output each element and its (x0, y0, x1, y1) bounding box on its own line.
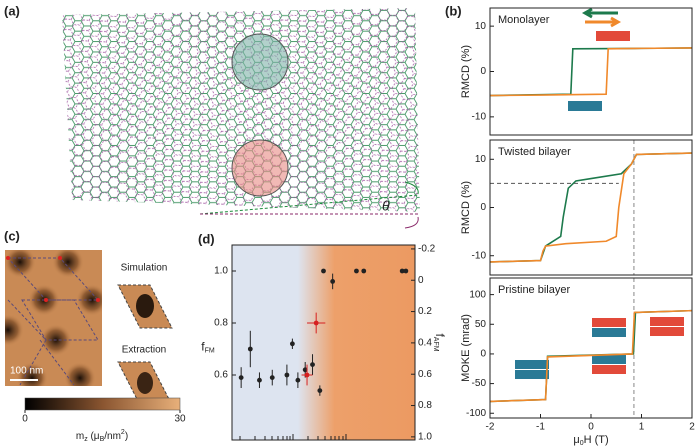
y2-tick-label: 0.2 (418, 306, 432, 317)
y-tick-label: 0 (480, 349, 486, 360)
y2-tick-label: -0.2 (418, 244, 436, 255)
data-point (313, 320, 319, 326)
data-point (284, 372, 290, 378)
y2-tick-label: 0.8 (418, 400, 432, 411)
x-tick-label: 0 (588, 422, 594, 433)
chart-title: Twisted bilayer (498, 146, 571, 158)
y-tick-label: 50 (475, 319, 487, 330)
y-axis-label-part: FM (205, 348, 215, 355)
y-tick-label: -100 (466, 408, 486, 419)
plot-frame (489, 277, 693, 419)
plot-frame (489, 139, 693, 276)
y2-tick-label: 0.4 (418, 338, 432, 349)
x-axis-label-part: H (T) (584, 434, 609, 446)
extraction-label: Extraction (122, 345, 166, 356)
spin-cartoons (515, 7, 684, 379)
data-point (257, 377, 262, 383)
panel-label: (b) (445, 3, 462, 18)
data-point (247, 346, 253, 352)
phase-background (232, 245, 415, 440)
y-tick-label: 100 (469, 289, 486, 300)
x-axis-label: μ0H (T) (573, 434, 608, 447)
chart-title: Monolayer (498, 14, 550, 26)
plot-frame (489, 7, 693, 136)
minor-x-ticks (239, 434, 347, 440)
data-point (321, 268, 326, 274)
colorbar-label-part: ) (125, 431, 128, 442)
magnetization-image (5, 250, 181, 411)
y2-axis-label: fAFM (432, 333, 447, 351)
y-tick-label: -10 (472, 111, 487, 122)
colorbar-tick-label: 30 (174, 414, 186, 425)
x-tick-label: -1 (536, 422, 545, 433)
y-tick-label: -10 (472, 250, 487, 261)
colorbar-label-part: m (76, 431, 84, 442)
data-line (489, 152, 693, 263)
y2-tick-label: 0.6 (418, 369, 432, 380)
y-axis-label-part: f (201, 340, 205, 354)
angle-label: θ (382, 198, 390, 214)
data-point (403, 268, 409, 274)
colorbar-label-part: B (100, 436, 105, 443)
y-axis-label: fFM (201, 340, 215, 355)
data-point (269, 375, 275, 380)
y-tick-label: 10 (475, 21, 487, 32)
x-axis-label-part: 0 (580, 440, 584, 447)
y-tick-label: 0.6 (214, 370, 228, 381)
y-tick-label: 0 (480, 202, 486, 213)
data-point (354, 268, 359, 274)
colorbar-label: mz (μB/nm2) (76, 429, 128, 443)
data-point (289, 341, 295, 347)
data-line (489, 47, 693, 97)
data-point (302, 367, 308, 373)
data-point (295, 377, 301, 383)
x-tick-label: 1 (639, 422, 645, 433)
y2-tick-label: 1.0 (418, 432, 432, 443)
y-axis-label: RMCD (%) (460, 181, 472, 234)
panel-label: (a) (4, 3, 20, 18)
y-tick-label: 0 (480, 66, 486, 77)
data-point (310, 362, 315, 367)
panel-label: (c) (4, 228, 20, 243)
chart-title: Pristine bilayer (498, 284, 570, 296)
y2-axis-label-part: f (433, 333, 447, 337)
colorbar-label-part: (μ (88, 431, 100, 442)
colorbar-label-part: 2 (121, 429, 125, 436)
data-point (317, 388, 323, 393)
data-point (399, 268, 405, 274)
colorbar-label-part: /nm (104, 431, 121, 442)
scale-bar-label: 100 nm (10, 366, 43, 377)
colorbar-tick-label: 0 (22, 414, 28, 425)
panel-label: (d) (198, 231, 215, 246)
data-line (489, 309, 693, 403)
y-tick-label: -50 (472, 378, 487, 389)
y2-tick-label: 0 (418, 275, 424, 286)
data-point (238, 375, 244, 380)
colorbar-label-part: z (84, 436, 88, 443)
lattice-panel (62, 8, 420, 229)
x-axis-label-part: μ (573, 434, 579, 446)
x-tick-label: -2 (486, 422, 495, 433)
y-tick-label: 0.8 (214, 318, 228, 329)
y-tick-label: 10 (475, 154, 487, 165)
simulation-label: Simulation (121, 263, 168, 274)
data-point (304, 372, 310, 378)
data-point (330, 279, 336, 284)
data-line (489, 152, 693, 263)
data-point (361, 268, 367, 274)
y2-axis-label-part: AFM (432, 337, 439, 352)
data-line (489, 47, 693, 97)
y-axis-label: MOKE (mrad) (460, 314, 472, 382)
x-tick-label: 2 (689, 422, 695, 433)
plot-frame (231, 244, 416, 441)
y-tick-label: 1.0 (214, 266, 228, 277)
y-axis-label: RMCD (%) (460, 45, 472, 98)
